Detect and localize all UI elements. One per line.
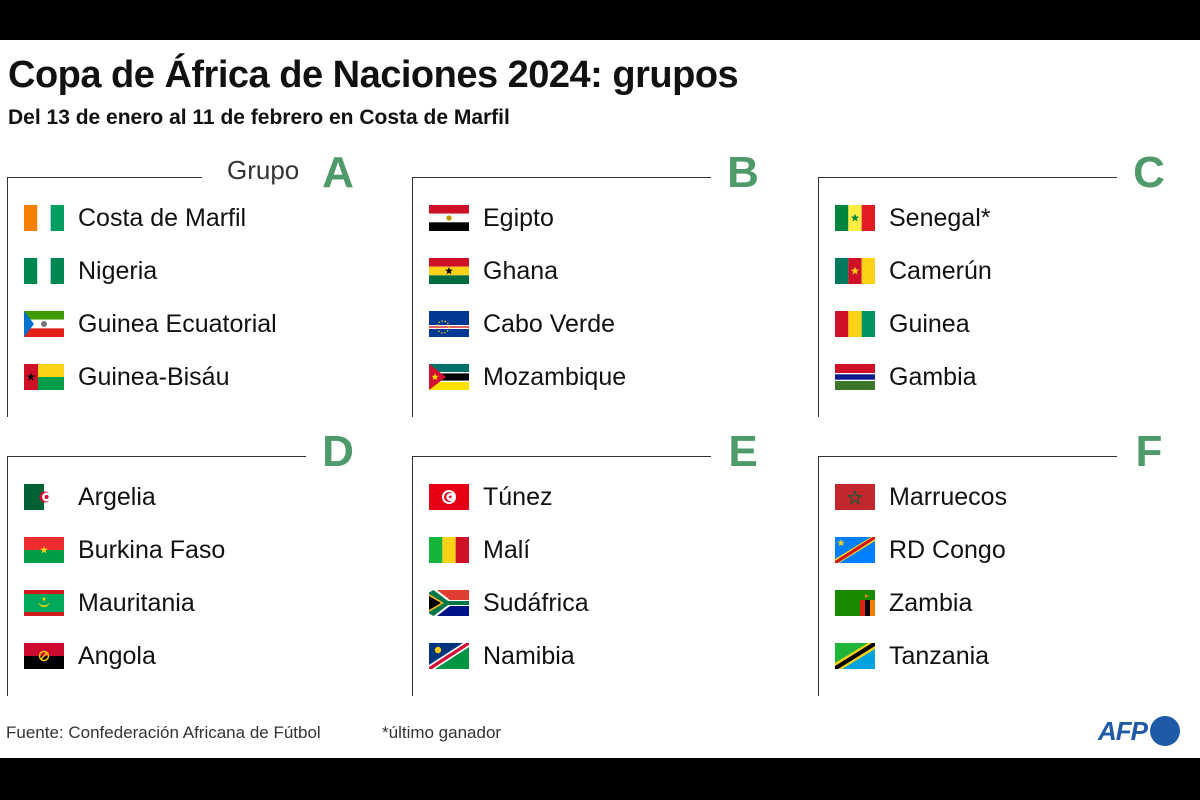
team-row: RD Congo xyxy=(835,535,1006,565)
flag-mali-icon xyxy=(429,537,469,563)
flag-equatorial-guinea-icon xyxy=(24,311,64,337)
team-row: Argelia xyxy=(24,482,156,512)
team-name: Túnez xyxy=(483,482,553,511)
team-name: Cabo Verde xyxy=(483,309,616,338)
team-row: Nigeria xyxy=(24,256,157,286)
flag-guinea-bissau-icon xyxy=(24,364,64,390)
flag-mozambique-icon xyxy=(429,364,469,390)
team-row: Guinea Ecuatorial xyxy=(24,309,277,339)
team-name: RD Congo xyxy=(889,535,1006,564)
winner-footnote: *último ganador xyxy=(382,723,502,742)
flag-senegal-icon xyxy=(835,205,875,231)
group-b: B Egipto Ghana Cabo Verde Mozambique xyxy=(412,151,763,417)
afp-logo-dot xyxy=(1150,716,1180,746)
flag-cameroon-icon xyxy=(835,258,875,284)
flag-ghana-icon xyxy=(429,258,469,284)
flag-namibia-icon xyxy=(429,643,469,669)
flag-mauritania-icon xyxy=(24,590,64,616)
flag-nigeria-icon xyxy=(24,258,64,284)
flag-guinea-icon xyxy=(835,311,875,337)
flag-zambia-icon xyxy=(835,590,875,616)
group-e: E Túnez Malí Sudáfrica Namibia xyxy=(412,430,763,696)
team-row: Namibia xyxy=(429,641,575,671)
flag-cape-verde-icon xyxy=(429,311,469,337)
team-row: Guinea xyxy=(835,309,970,339)
team-row: Ghana xyxy=(429,256,558,286)
flag-dr-congo-icon xyxy=(835,537,875,563)
team-name: Tanzania xyxy=(889,641,990,670)
team-name: Angola xyxy=(78,641,156,670)
group-letter: A xyxy=(322,148,354,197)
group-divider-line xyxy=(8,456,306,457)
flag-egypt-icon xyxy=(429,205,469,231)
team-name: Guinea-Bisáu xyxy=(78,362,230,391)
group-letter: E xyxy=(728,427,758,476)
team-row: Marruecos xyxy=(835,482,1007,512)
team-row: Burkina Faso xyxy=(24,535,225,565)
flag-south-africa-icon xyxy=(429,590,469,616)
team-row: Egipto xyxy=(429,203,554,233)
team-row: Malí xyxy=(429,535,530,565)
page-title: Copa de África de Naciones 2024: grupos xyxy=(8,54,739,96)
team-name: Guinea xyxy=(889,309,970,338)
group-letter: D xyxy=(322,427,354,476)
flag-gambia-icon xyxy=(835,364,875,390)
team-name: Gambia xyxy=(889,362,977,391)
group-divider-line xyxy=(819,456,1117,457)
flag-morocco-icon xyxy=(835,484,875,510)
flag-ivory-coast-icon xyxy=(24,205,64,231)
team-row: Zambia xyxy=(835,588,972,618)
team-row: Mauritania xyxy=(24,588,195,618)
team-name: Namibia xyxy=(483,641,575,670)
team-name: Costa de Marfil xyxy=(78,203,247,232)
team-name: Argelia xyxy=(78,482,156,511)
team-name: Guinea Ecuatorial xyxy=(78,309,277,338)
team-row: Guinea-Bisáu xyxy=(24,362,229,392)
page-subtitle: Del 13 de enero al 11 de febrero en Cost… xyxy=(8,106,510,129)
team-row: Cabo Verde xyxy=(429,309,615,339)
flag-tunisia-icon xyxy=(429,484,469,510)
group-a: Grupo A Costa de Marfil Nigeria Guinea Ecuat… xyxy=(7,151,358,417)
team-name: Mozambique xyxy=(483,362,627,391)
group-letter: B xyxy=(727,148,759,197)
afp-logo-text: AFP xyxy=(1098,716,1148,746)
team-row: Gambia xyxy=(835,362,977,392)
group-letter: C xyxy=(1133,148,1165,197)
team-row: Costa de Marfil xyxy=(24,203,246,233)
group-divider-line xyxy=(819,177,1117,178)
flag-algeria-icon xyxy=(24,484,64,510)
group-letter: F xyxy=(1135,427,1163,476)
team-name: Camerún xyxy=(889,256,992,285)
group-divider-line xyxy=(413,177,711,178)
team-name: Sudáfrica xyxy=(483,588,589,617)
team-name: Ghana xyxy=(483,256,559,285)
team-name: Burkina Faso xyxy=(78,535,226,564)
team-row: Angola xyxy=(24,641,156,671)
team-row: Senegal* xyxy=(835,203,990,233)
team-name: Malí xyxy=(483,535,531,564)
group-d: D Argelia Burkina Faso Mauritania Angola xyxy=(7,430,358,696)
team-row: Sudáfrica xyxy=(429,588,589,618)
group-divider-line xyxy=(413,456,711,457)
team-row: Mozambique xyxy=(429,362,626,392)
group-prefix-label: Grupo xyxy=(227,155,300,185)
group-f: F Marruecos RD Congo Zambia Tanzania xyxy=(818,430,1169,696)
flag-tanzania-icon xyxy=(835,643,875,669)
group-c: C Senegal* Camerún Guinea Gambia xyxy=(818,151,1169,417)
team-name: Marruecos xyxy=(889,482,1008,511)
team-name: Mauritania xyxy=(78,588,195,617)
flag-angola-icon xyxy=(24,643,64,669)
group-divider-line xyxy=(8,177,202,178)
team-name: Nigeria xyxy=(78,256,158,285)
team-row: Túnez xyxy=(429,482,552,512)
source-note: Fuente: Confederación Africana de Fútbol xyxy=(6,723,321,742)
team-name: Zambia xyxy=(889,588,973,617)
team-row: Camerún xyxy=(835,256,992,286)
team-name: Senegal* xyxy=(889,203,991,232)
infographic: Copa de África de Naciones 2024: grupos … xyxy=(0,40,1200,758)
afp-logo: AFP xyxy=(1098,716,1180,746)
team-name: Egipto xyxy=(483,203,554,232)
flag-burkina-faso-icon xyxy=(24,537,64,563)
team-row: Tanzania xyxy=(835,641,989,671)
